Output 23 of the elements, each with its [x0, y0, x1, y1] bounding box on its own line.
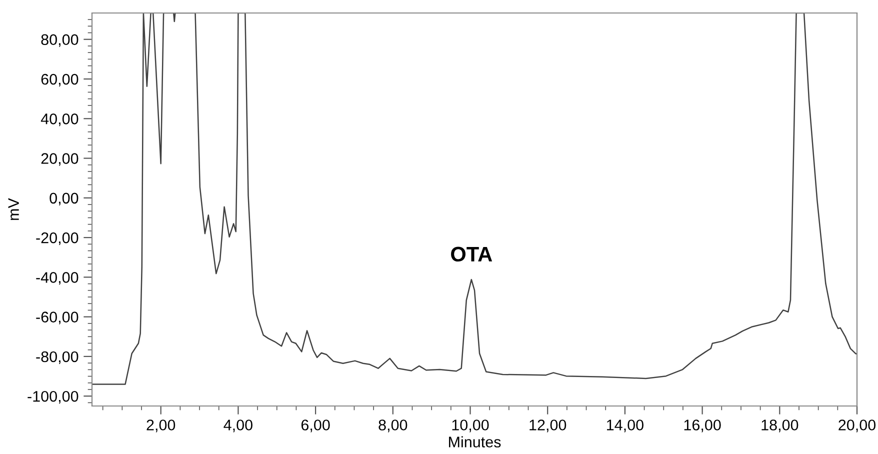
x-tick-label: 20,00: [838, 420, 876, 432]
y-tick-label: 40,00: [40, 114, 78, 126]
x-axis-title: Minutes: [449, 436, 501, 448]
x-tick-label: 6,00: [301, 420, 330, 432]
y-tick-label: -40,00: [36, 272, 78, 285]
y-tick-label: 0,00: [50, 192, 78, 206]
x-tick-label: 14,00: [607, 420, 644, 432]
x-tick-label: 12,00: [530, 420, 566, 432]
y-axis-title: mV: [8, 198, 19, 220]
x-tick-label: 4,00: [224, 420, 252, 432]
y-tick-label: 80,00: [41, 34, 78, 47]
y-tick-label: -60,00: [36, 312, 78, 324]
y-tick-label: -80,00: [36, 351, 78, 364]
x-tick-label: 10,00: [452, 420, 489, 432]
y-tick-label: -20,00: [36, 232, 78, 246]
y-tick-label: -100,00: [28, 390, 78, 404]
y-tick-label: 20,00: [41, 153, 78, 166]
annotation: OTA: [451, 246, 492, 262]
x-tick-label: 2,00: [146, 420, 176, 432]
x-tick-label: 18,00: [762, 420, 798, 432]
x-tick-label: 8,00: [378, 420, 408, 432]
y-tick-label: 60,00: [41, 74, 78, 86]
x-tick-label: 16,00: [684, 420, 721, 432]
